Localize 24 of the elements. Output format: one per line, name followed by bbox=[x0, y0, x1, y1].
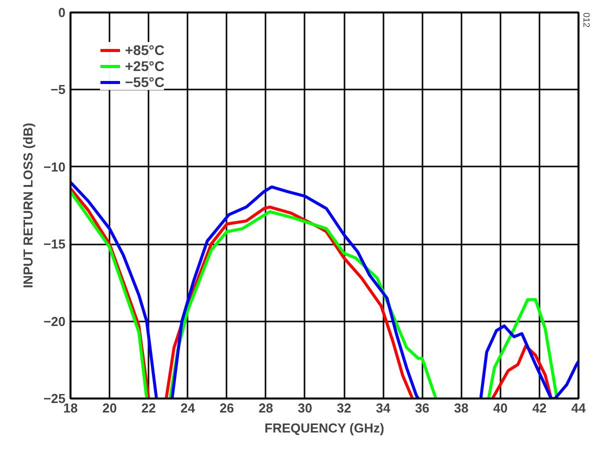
x-tick-label: 28 bbox=[258, 400, 274, 416]
y-tick-label: −5 bbox=[50, 82, 66, 98]
x-tick-label: 24 bbox=[180, 400, 196, 416]
x-tick-label: 22 bbox=[141, 400, 156, 416]
y-tick-label: 0 bbox=[58, 5, 66, 20]
x-tick-label: 42 bbox=[532, 400, 547, 416]
y-tick-label: −10 bbox=[43, 159, 66, 174]
y-tick-label: −20 bbox=[43, 314, 66, 329]
x-tick-label: 26 bbox=[220, 400, 234, 416]
x-tick-label: 44 bbox=[571, 400, 586, 416]
text: 012 bbox=[582, 12, 592, 28]
x-tick-label: 36 bbox=[414, 400, 430, 416]
y-axis-title: INPUT RETURN LOSS (dB) bbox=[20, 122, 36, 288]
x-tick-label: 38 bbox=[454, 400, 469, 416]
x-axis-title: FREQUENCY (GHz) bbox=[264, 420, 384, 436]
y-tick-label: −15 bbox=[43, 236, 66, 252]
x-tick-label: 40 bbox=[493, 400, 508, 416]
legend-label: +85°C bbox=[125, 42, 164, 58]
x-tick-label: 20 bbox=[102, 400, 117, 416]
legend-label: −55°C bbox=[125, 74, 164, 90]
x-tick-label: 32 bbox=[336, 400, 352, 416]
x-tick-label: 30 bbox=[298, 400, 312, 416]
legend-label: +25°C bbox=[125, 58, 164, 74]
x-tick-label: 34 bbox=[376, 400, 392, 416]
